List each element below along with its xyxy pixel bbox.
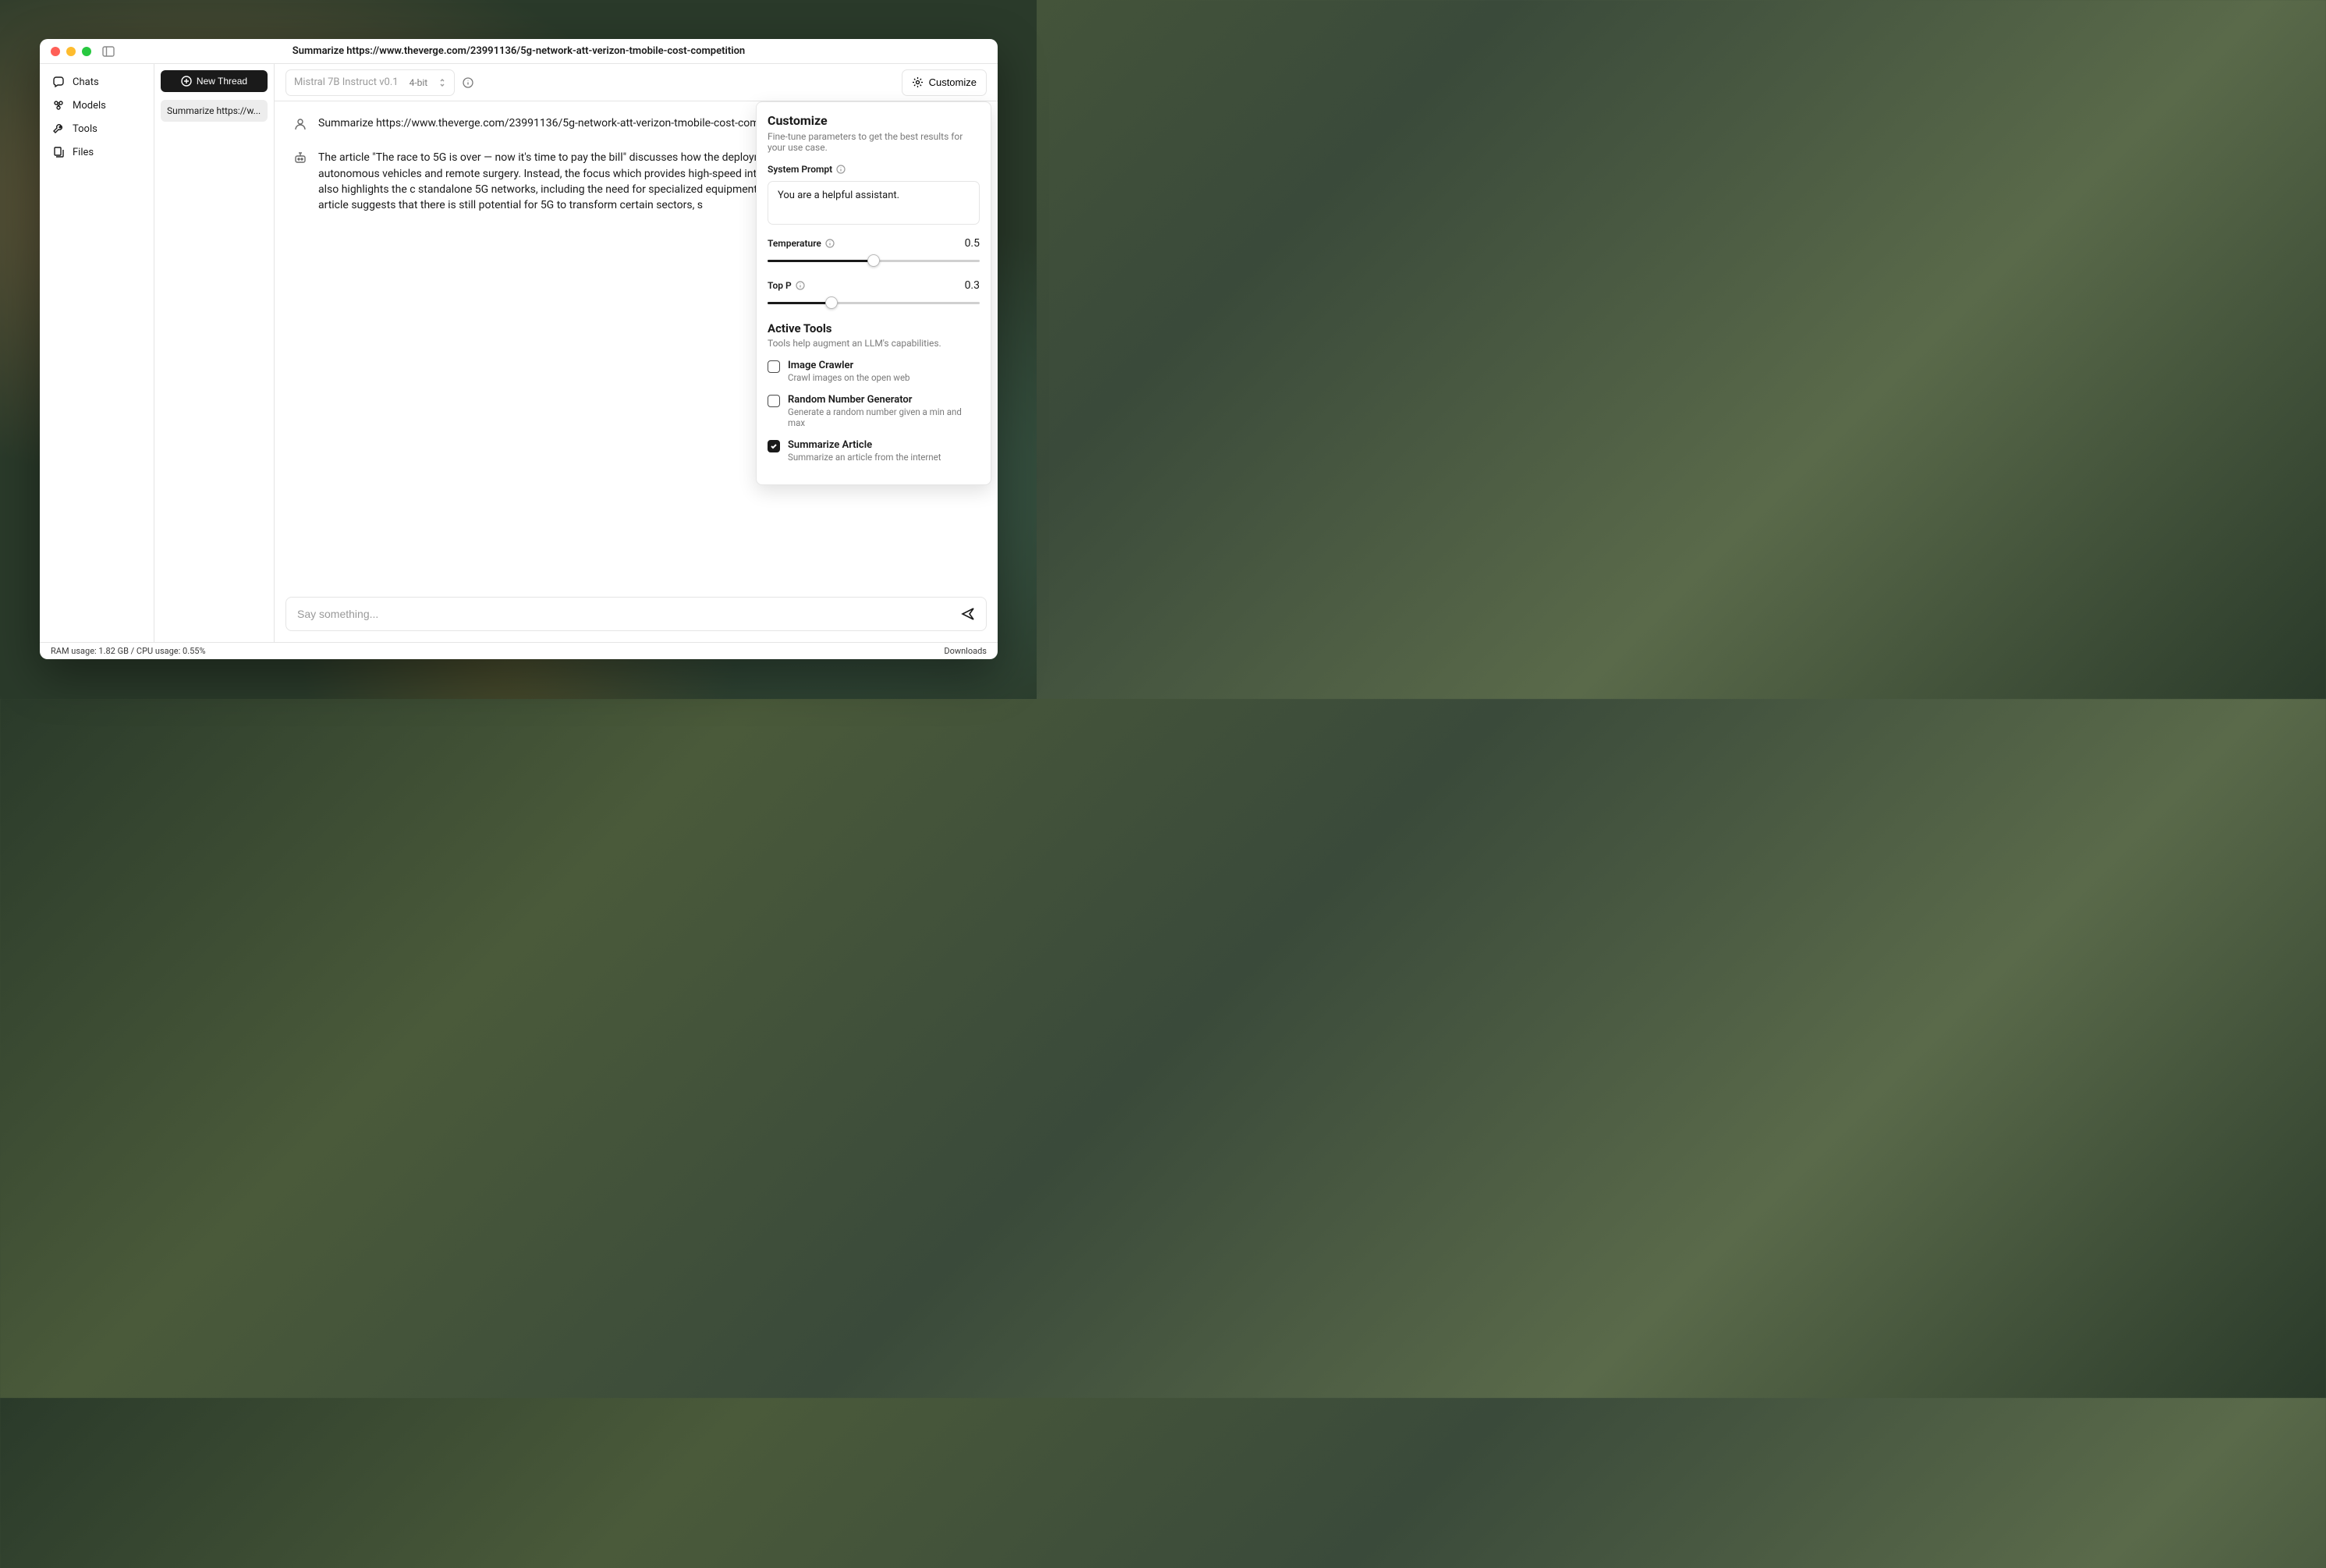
- chevron-up-down-icon: [438, 77, 446, 88]
- tools-subtitle: Tools help augment an LLM's capabilities…: [768, 338, 980, 349]
- tool-description: Summarize an article from the internet: [788, 452, 941, 463]
- thread-item[interactable]: Summarize https://w...: [161, 100, 268, 122]
- fullscreen-window-button[interactable]: [82, 47, 91, 56]
- tool-row[interactable]: Summarize ArticleSummarize an article fr…: [768, 439, 980, 463]
- temperature-row: Temperature 0.5: [768, 237, 980, 267]
- nav-label: Files: [73, 147, 94, 158]
- left-nav: Chats Models Tools Files: [40, 64, 154, 642]
- system-prompt-input[interactable]: [778, 190, 970, 213]
- message-input[interactable]: [297, 608, 961, 620]
- nav-label: Models: [73, 100, 106, 112]
- model-name: Mistral 7B Instruct v0.1: [294, 76, 399, 88]
- main-column: Mistral 7B Instruct v0.1 4-bit Customize…: [275, 64, 998, 642]
- nav-item-models[interactable]: Models: [46, 94, 147, 117]
- temperature-slider[interactable]: [768, 254, 980, 267]
- files-icon: [52, 146, 65, 158]
- traffic-lights: [51, 47, 91, 56]
- downloads-link[interactable]: Downloads: [944, 646, 987, 656]
- chat-icon: [52, 76, 65, 88]
- tool-row[interactable]: Random Number GeneratorGenerate a random…: [768, 394, 980, 428]
- top-p-row: Top P 0.3: [768, 279, 980, 309]
- top-p-value: 0.3: [965, 279, 980, 292]
- nav-label: Tools: [73, 123, 98, 135]
- new-thread-button[interactable]: New Thread: [161, 70, 268, 92]
- temperature-value: 0.5: [965, 237, 980, 250]
- sidebar-toggle-icon[interactable]: [102, 46, 115, 57]
- robot-icon: [293, 151, 307, 165]
- tool-description: Crawl images on the open web: [788, 372, 910, 383]
- close-window-button[interactable]: [51, 47, 60, 56]
- temperature-label: Temperature: [768, 238, 835, 249]
- tool-checkbox[interactable]: [768, 395, 780, 407]
- customize-label: Customize: [929, 76, 977, 88]
- tool-name: Random Number Generator: [788, 394, 980, 406]
- input-box: [285, 597, 987, 631]
- toolbar: Mistral 7B Instruct v0.1 4-bit Customize: [275, 64, 998, 101]
- new-thread-label: New Thread: [197, 76, 247, 87]
- threads-column: New Thread Summarize https://w...: [154, 64, 275, 642]
- nav-item-tools[interactable]: Tools: [46, 117, 147, 140]
- info-icon[interactable]: [825, 239, 835, 248]
- model-quantization: 4-bit: [410, 77, 428, 88]
- model-selector[interactable]: Mistral 7B Instruct v0.1 4-bit: [285, 69, 455, 96]
- tools-title: Active Tools: [768, 321, 980, 335]
- model-info-icon[interactable]: [463, 77, 473, 88]
- top-p-slider[interactable]: [768, 296, 980, 309]
- info-icon[interactable]: [836, 165, 846, 174]
- nav-label: Chats: [73, 76, 99, 88]
- user-message-text: Summarize https://www.theverge.com/23991…: [318, 115, 775, 131]
- tool-checkbox[interactable]: [768, 440, 780, 452]
- tool-name: Summarize Article: [788, 439, 941, 451]
- nav-item-files[interactable]: Files: [46, 140, 147, 164]
- minimize-window-button[interactable]: [66, 47, 76, 56]
- tools-icon: [52, 122, 65, 135]
- info-icon[interactable]: [796, 281, 805, 290]
- customize-panel: Customize Fine-tune parameters to get th…: [756, 101, 991, 485]
- send-button[interactable]: [961, 607, 975, 621]
- system-prompt-label: System Prompt: [768, 164, 980, 175]
- tool-name: Image Crawler: [788, 360, 910, 371]
- app-window: Summarize https://www.theverge.com/23991…: [40, 39, 998, 659]
- tool-checkbox[interactable]: [768, 360, 780, 373]
- panel-title: Customize: [768, 113, 980, 128]
- window-body: Chats Models Tools Files New Thread Summ…: [40, 64, 998, 642]
- statusbar: RAM usage: 1.82 GB / CPU usage: 0.55% Do…: [40, 642, 998, 659]
- status-left: RAM usage: 1.82 GB / CPU usage: 0.55%: [51, 646, 206, 656]
- tool-row[interactable]: Image CrawlerCrawl images on the open we…: [768, 360, 980, 383]
- panel-subtitle: Fine-tune parameters to get the best res…: [768, 131, 980, 153]
- models-icon: [52, 99, 65, 112]
- customize-button[interactable]: Customize: [902, 69, 987, 96]
- tool-description: Generate a random number given a min and…: [788, 406, 980, 428]
- nav-item-chats[interactable]: Chats: [46, 70, 147, 94]
- gear-icon: [912, 76, 924, 88]
- window-title: Summarize https://www.theverge.com/23991…: [293, 45, 745, 57]
- input-row: [275, 597, 998, 642]
- top-p-plabel: Top P: [768, 280, 805, 291]
- titlebar: Summarize https://www.theverge.com/23991…: [40, 39, 998, 64]
- system-prompt-box: [768, 181, 980, 225]
- plus-circle-icon: [181, 76, 192, 87]
- user-icon: [293, 117, 307, 131]
